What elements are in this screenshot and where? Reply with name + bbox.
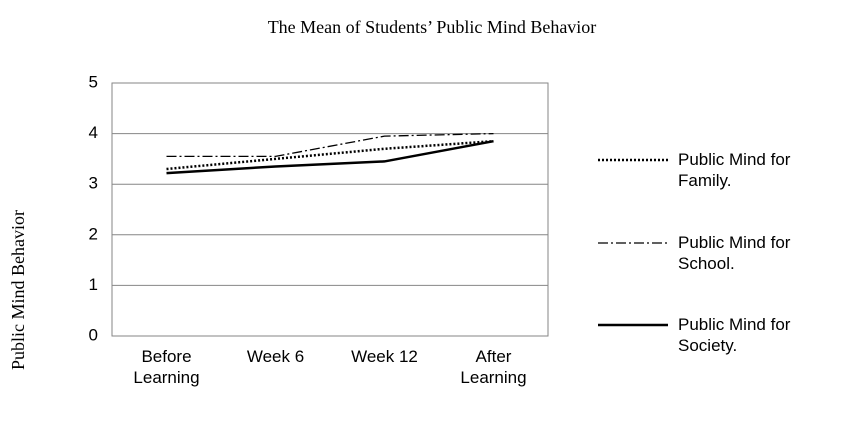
series-line [166,132,494,158]
y-tick-label: 3 [89,174,98,193]
series-line [166,139,494,171]
legend-label: Public Mind for Society. [678,315,791,355]
y-tick-label: 5 [89,72,98,91]
y-tick-label: 1 [89,275,98,294]
plot-frame [111,82,549,337]
legend-label: Public Mind for School. [678,233,791,273]
y-tick-label: 0 [89,325,98,344]
x-tick-label: After Learning [460,347,527,387]
x-tick-label: Before Learning [133,347,200,387]
y-tick-label: 2 [89,224,98,243]
x-tick-label: Week 12 [351,347,418,366]
series-line [166,139,494,175]
y-axis-label: Public Mind Behavior [8,210,28,370]
x-tick-label: Week 6 [246,347,305,366]
legend-label: Public Mind for Family. [678,150,791,190]
y-tick-label: 4 [89,123,98,142]
chart-title: The Mean of Students’ Public Mind Behavi… [268,17,597,37]
